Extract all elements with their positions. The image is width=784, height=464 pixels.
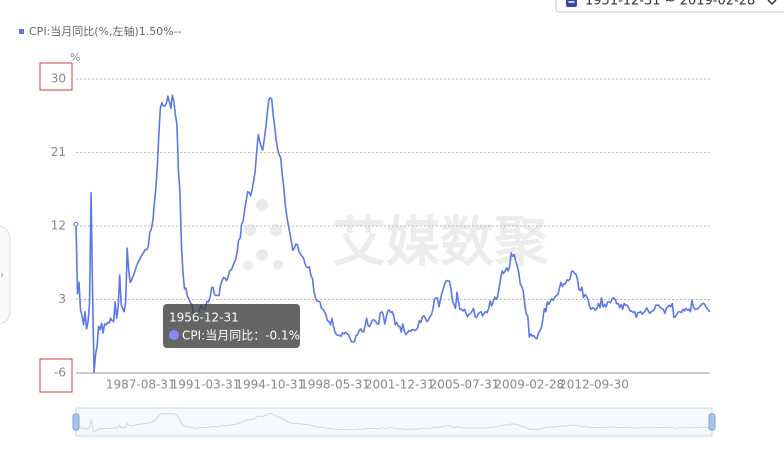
zoom-handle-right[interactable]: [708, 413, 716, 431]
zoom-handle-left[interactable]: [72, 413, 80, 431]
highlight-box-top: [39, 62, 73, 91]
x-tick-label: 1994-10-31: [235, 378, 305, 392]
legend-swatch[interactable]: [19, 29, 24, 34]
tooltip-swatch: [169, 330, 179, 340]
date-range-box[interactable]: [555, 0, 784, 13]
watermark: 艾媒数聚: [332, 211, 549, 274]
tooltip-title: 1956-12-31: [169, 311, 239, 325]
y-tick-label: 3: [58, 292, 66, 306]
x-tick-label: 1998-05-31: [300, 378, 370, 392]
legend-label[interactable]: CPI:当月同比(%,左轴)1.50%--: [29, 24, 182, 38]
x-tick-label: 2012-09-30: [559, 378, 629, 392]
y-tick-label: 12: [51, 219, 66, 233]
tooltip-text: CPI:当月同比：-0.1%: [182, 329, 300, 343]
date-range-icon: [566, 0, 577, 7]
side-panel-handle[interactable]: [0, 225, 11, 325]
watermark-logo: [243, 199, 283, 270]
tooltip-box: [163, 304, 300, 348]
series-line: [75, 94, 711, 373]
y-tick-label: 21: [51, 145, 66, 159]
date-range-chevron[interactable]: [767, 0, 777, 6]
x-tick-label: 1987-08-31: [106, 378, 176, 392]
zoom-slider[interactable]: [75, 407, 713, 437]
y-tick-label: -6: [54, 366, 66, 380]
series-point: [73, 221, 79, 227]
y-tick-label: 30: [51, 72, 66, 86]
highlight-box-bottom: [39, 358, 73, 393]
x-tick-label: 1991-03-31: [171, 378, 241, 392]
zoom-preview-line: [75, 412, 711, 433]
date-range[interactable]: 1951-12-31 ~ 2019-02-28: [585, 0, 755, 9]
side-panel-arrow[interactable]: ›: [0, 270, 4, 281]
x-tick-label: 2001-12-31: [365, 378, 435, 392]
x-tick-label: 2009-02-28: [494, 378, 564, 392]
x-tick-label: 2005-07-31: [430, 378, 500, 392]
y-axis-unit: %: [70, 51, 80, 64]
